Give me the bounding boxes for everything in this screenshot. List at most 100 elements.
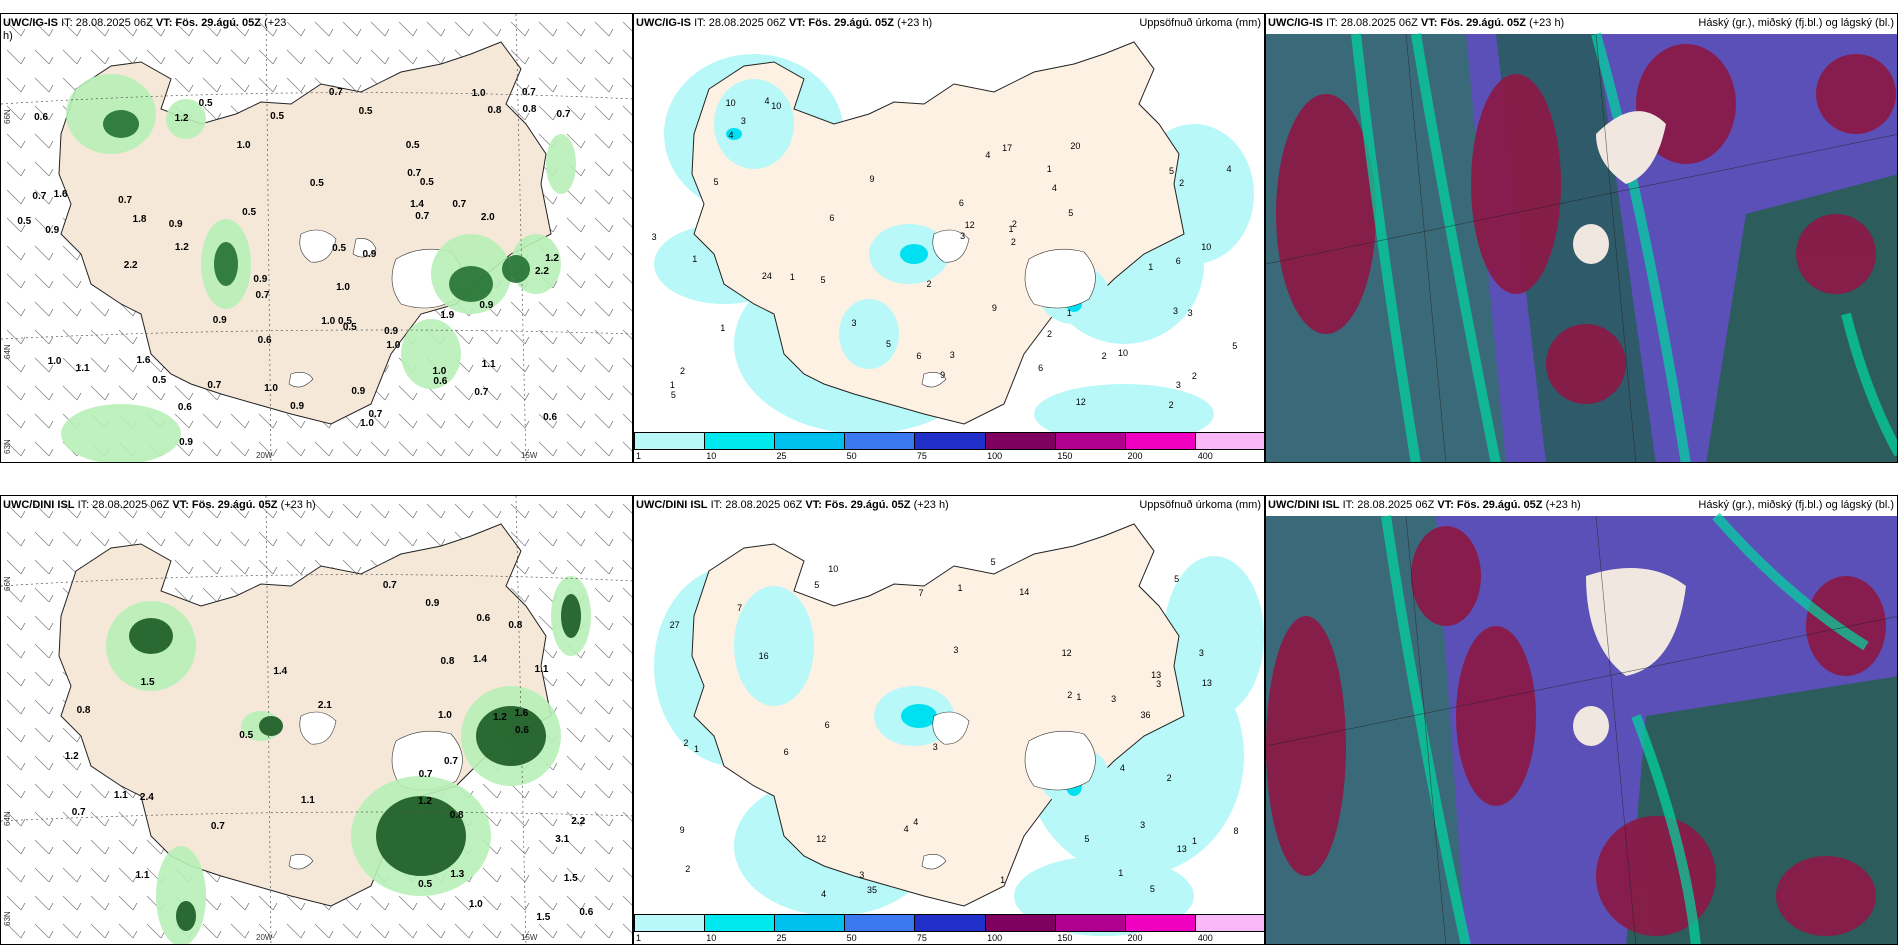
lat-label-66n: 66N (3, 109, 12, 124)
value-label: 0.9 (290, 400, 305, 412)
value-label: 3 (1175, 379, 1181, 390)
value-label: 3 (1187, 307, 1193, 318)
colorbar-tick-label: 100 (987, 933, 1003, 943)
lat-label-63n: 63N (3, 911, 12, 926)
value-label: 4 (764, 96, 770, 107)
panel-title: UWC/DINI ISL IT: 28.08.2025 06Z VT: Fös.… (1268, 499, 1581, 511)
value-label: 36 (1140, 709, 1151, 720)
value-label: 10 (725, 98, 736, 109)
value-label: 0.9 (168, 218, 183, 230)
value-label: 10 (828, 564, 839, 575)
value-label: 0.7 (118, 195, 133, 207)
value-label: 1.5 (140, 676, 155, 688)
value-label: 2.0 (480, 212, 495, 224)
value-label: 10 (1201, 242, 1212, 253)
precip-colorbar (634, 914, 1264, 932)
value-label: 1 (720, 323, 726, 334)
lon-label-20w: 20W (256, 933, 273, 942)
colorbar-tick-label: 25 (776, 933, 787, 943)
colorbar-tick-label: 75 (916, 933, 927, 943)
value-label: 35 (867, 884, 878, 895)
wind-map-svg (1, 496, 632, 944)
value-label: 5 (1232, 341, 1238, 352)
value-label: 1.1 (75, 362, 90, 374)
lat-label-64n: 64N (3, 811, 12, 826)
value-label: 0.7 (407, 167, 422, 179)
value-label: 3 (651, 232, 657, 243)
value-label: 2 (1168, 399, 1174, 410)
value-label: 3 (953, 645, 959, 656)
value-label: 1.1 (113, 789, 128, 801)
value-label: 5 (814, 580, 820, 591)
value-label: 1.0 (386, 339, 401, 351)
colorbar-tick-label: 10 (706, 933, 717, 943)
value-label: 17 (1002, 143, 1013, 154)
colorbar-tick-label: 150 (1057, 933, 1073, 943)
colorbar-tick-label: 1 (636, 933, 642, 943)
value-label: 16 (758, 650, 769, 661)
value-label: 13 (1176, 844, 1187, 855)
value-label: 1.9 (440, 309, 455, 321)
panel-title: UWC/IG-IS IT: 28.08.2025 06Z VT: Fös. 29… (1268, 17, 1565, 29)
value-label: 6 (783, 747, 789, 758)
panel-variable-label: Háský (gr.), miðský (fj.bl.) og lágský (… (1698, 499, 1894, 511)
value-label: 1.4 (472, 653, 487, 665)
value-label: 0.7 (415, 211, 430, 223)
value-label: 10 (1117, 348, 1128, 359)
lat-label-66n: 66N (3, 576, 12, 591)
value-label: 0.8 (76, 704, 91, 716)
value-label: 4 (913, 816, 919, 827)
value-label: 0.7 (452, 199, 467, 211)
value-label: 1 (1118, 868, 1124, 879)
value-label: 1.0 (432, 365, 447, 377)
value-label: 3 (1111, 693, 1117, 704)
value-label: 1 (957, 582, 963, 593)
value-label: 0.5 (270, 111, 285, 123)
value-label: 0.7 (368, 408, 383, 420)
value-label: 2 (1191, 370, 1197, 381)
value-label: 1.4 (273, 666, 288, 678)
value-label: 5 (886, 339, 892, 350)
value-label: 2.2 (534, 266, 549, 278)
colorbar-tick-label: 25 (776, 451, 787, 461)
value-label: 2 (1101, 350, 1107, 361)
panel-top-middle-precip-map: UWC/IG-IS IT: 28.08.2025 06Z VT: Fös. 29… (633, 13, 1265, 463)
panel-top-left-wind-map: UWC/IG-IS IT: 28.08.2025 06Z VT: Fös. 29… (0, 13, 633, 463)
value-label: 12 (1061, 648, 1072, 659)
lat-label-63n: 63N (3, 439, 12, 454)
value-label: 1.1 (135, 869, 150, 881)
panel-variable-label: Uppsöfnuð úrkoma (mm) (1139, 17, 1261, 29)
precip-colorbar (634, 432, 1264, 450)
panel-variable-label: Háský (gr.), miðský (fj.bl.) og lágský (… (1698, 17, 1894, 29)
value-label: 1.2 (417, 795, 432, 807)
value-label: 0.9 (253, 274, 268, 286)
value-label: 0.6 (476, 612, 491, 624)
precip-map-svg (654, 523, 1264, 936)
value-label: 0.8 (508, 619, 523, 631)
value-label: 0.5 (405, 139, 420, 151)
lon-label-15w: 15W (521, 933, 538, 942)
value-label: 5 (670, 390, 676, 401)
value-label: 1 (1000, 874, 1006, 885)
value-label: 9 (869, 174, 875, 185)
value-label: 1.0 (437, 709, 452, 721)
colorbar-tick-label: 200 (1127, 933, 1143, 943)
value-label: 5 (1068, 208, 1074, 219)
value-label: 14 (1019, 587, 1030, 598)
value-label: 27 (669, 619, 680, 630)
value-label: 3 (960, 231, 966, 242)
panel-top-right-cloud-map: UWC/IG-IS IT: 28.08.2025 06Z VT: Fös. 29… (1265, 13, 1898, 463)
value-label: 8 (1233, 826, 1239, 837)
wind-map-svg (1, 14, 632, 462)
value-label: 1.6 (514, 708, 529, 720)
value-label: 2 (683, 738, 689, 749)
value-label: 0.7 (556, 109, 571, 121)
value-label: 1 (693, 743, 699, 754)
value-label: 3 (949, 350, 955, 360)
value-label: 9 (679, 824, 685, 835)
value-label: 0.9 (45, 224, 60, 236)
value-label: 1.1 (481, 358, 496, 370)
colorbar-tick-label: 50 (846, 451, 857, 461)
value-label: 0.5 (17, 215, 32, 227)
value-label: 0.9 (425, 597, 440, 609)
